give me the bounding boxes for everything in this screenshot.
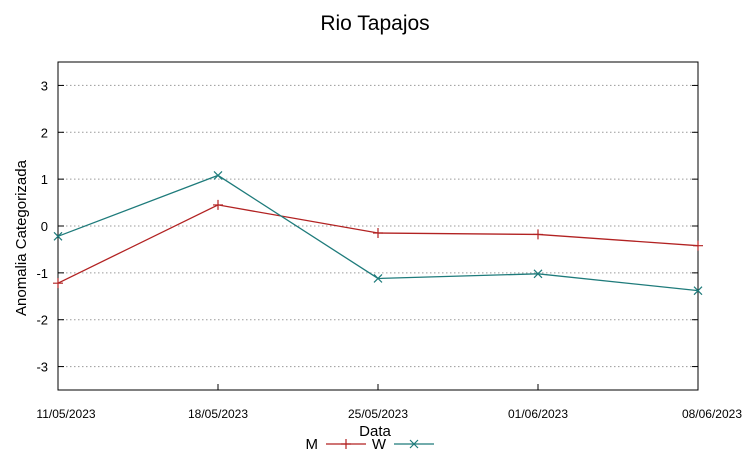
y-axis: -3 -2 -1 0 1 2 3: [36, 78, 698, 375]
y-tick-label: -1: [36, 266, 48, 281]
point-marker-cross: [213, 170, 223, 180]
chart-title: Rio Tapajos: [320, 12, 429, 35]
point-marker-cross: [533, 269, 543, 279]
y-tick-label: -3: [36, 360, 48, 375]
point-marker-cross: [693, 286, 703, 296]
legend-label: M: [306, 436, 319, 453]
x-axis-label: Data: [359, 423, 391, 440]
point-marker-plus: [373, 228, 383, 239]
x-tick-label: 11/05/2023: [36, 407, 95, 421]
x-axis: 11/05/2023 18/05/2023 25/05/2023 01/06/2023…: [36, 384, 742, 421]
grid-lines: [58, 84, 698, 368]
point-marker-cross: [53, 231, 63, 241]
point-marker-cross: [373, 274, 383, 283]
x-tick-label: 08/06/2023: [682, 407, 742, 421]
point-marker-cross: [409, 439, 419, 449]
point-marker-plus: [693, 240, 703, 251]
y-tick-label: -2: [36, 313, 48, 328]
y-axis-label: Anomalia Categorizada: [13, 159, 30, 316]
series-m: [53, 199, 703, 289]
point-marker-plus: [341, 439, 351, 449]
x-tick-label: 01/06/2023: [508, 407, 568, 421]
x-tick-label: 25/05/2023: [348, 407, 408, 421]
series-w: [53, 170, 703, 296]
point-marker-plus: [53, 278, 63, 289]
y-tick-label: 2: [41, 125, 48, 140]
y-tick-label: 3: [41, 78, 48, 93]
x-tick-label: 18/05/2023: [188, 407, 248, 421]
point-marker-plus: [533, 229, 543, 240]
series-line: [57, 204, 699, 284]
y-tick-label: 1: [41, 172, 48, 187]
y-tick-label: 0: [41, 219, 48, 234]
series-group: [53, 170, 703, 296]
point-marker-plus: [213, 199, 223, 210]
legend-label: W: [372, 436, 387, 453]
